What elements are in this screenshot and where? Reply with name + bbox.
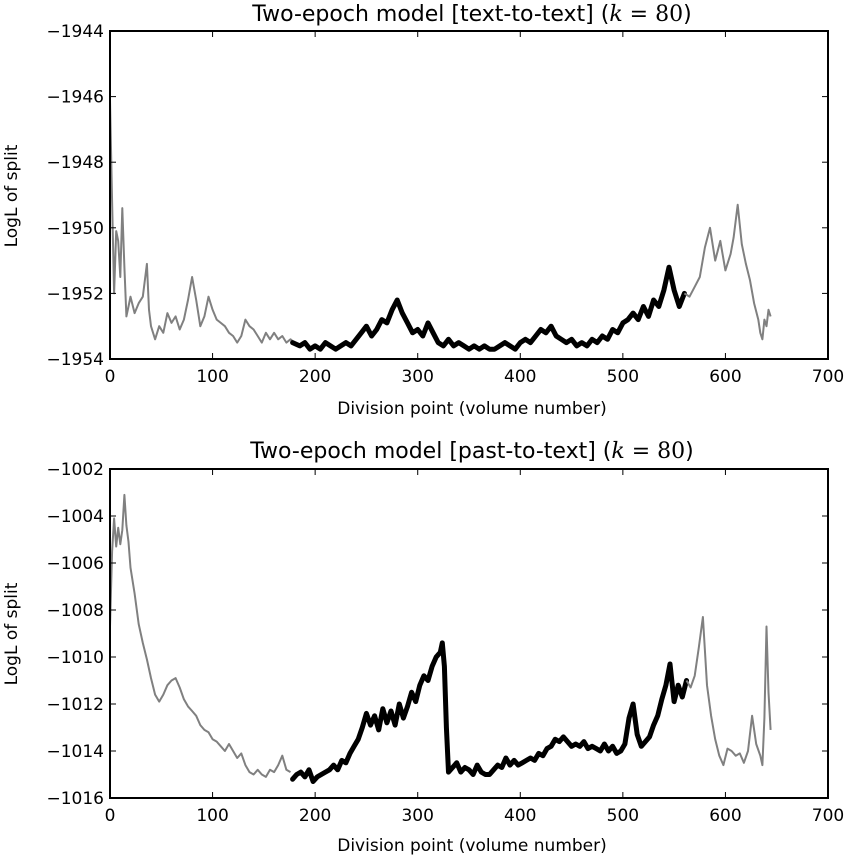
plot-area: 0 100 200 300 400 500 600 700 −1954 −1952 −1950 −19… — [46, 22, 844, 387]
plot-area: 0 100 200 300 400 500 600 700 −1016 −1014 −1012 −10… — [46, 460, 844, 826]
y-tick-label: −1946 — [46, 88, 104, 108]
y-tick-label: −1008 — [46, 601, 104, 621]
series-line-2 — [683, 203, 772, 341]
x-tick-label: 100 — [196, 367, 228, 387]
chart-title: Two-epoch model [past-to-text] (k = 80) — [249, 439, 694, 464]
title-math-value: 80 — [655, 2, 683, 27]
y-tick-label: −1002 — [46, 460, 104, 480]
x-tick-label: 0 — [105, 367, 116, 387]
y-tick-label: −1012 — [46, 695, 104, 715]
title-text: Two-epoch model [text-to-text] ( — [251, 2, 609, 27]
y-tick-label: −1004 — [46, 507, 104, 527]
y-tick-label: −1006 — [46, 554, 104, 574]
y-tick-label: −1016 — [46, 789, 104, 809]
plot-frame — [109, 468, 829, 799]
series-line-0 — [109, 493, 291, 778]
title-math-value: 80 — [657, 439, 685, 464]
y-tick-label: −1952 — [46, 284, 104, 304]
x-tick-label: 300 — [401, 806, 433, 826]
y-axis-label: LogL of split — [2, 144, 22, 247]
x-axis-label: Division point (volume number) — [337, 836, 607, 856]
series-line-0 — [109, 99, 300, 347]
x-tick-label: 400 — [504, 367, 536, 387]
title-math-operator: = — [625, 439, 657, 464]
x-tick-label: 500 — [607, 367, 639, 387]
x-axis-label: Division point (volume number) — [337, 399, 607, 419]
x-tick-label: 400 — [504, 806, 536, 826]
chart-panel-past-to-text: Two-epoch model [past-to-text] (k = 80) … — [2, 439, 844, 856]
y-axis-label: LogL of split — [2, 582, 22, 685]
x-tick-label: 0 — [105, 806, 116, 826]
title-math-variable: k — [609, 2, 622, 27]
x-tick-label: 100 — [196, 806, 228, 826]
series-line-2 — [685, 616, 772, 767]
x-tick-label: 700 — [812, 367, 844, 387]
y-tick-label: −1010 — [46, 648, 104, 668]
y-tick-label: −1944 — [46, 22, 104, 42]
y-tick-label: −1954 — [46, 350, 104, 370]
x-tick-label: 600 — [709, 367, 741, 387]
x-tick-label: 600 — [709, 806, 741, 826]
x-tick-label: 200 — [299, 367, 331, 387]
title-text: Two-epoch model [past-to-text] ( — [249, 439, 611, 464]
title-close: ) — [685, 439, 694, 464]
y-tick-label: −1948 — [46, 153, 104, 173]
title-math-operator: = — [623, 2, 655, 27]
series-line-highlighted-1 — [290, 640, 689, 784]
title-math-variable: k — [611, 439, 624, 464]
y-tick-label: −1950 — [46, 219, 104, 239]
title-close: ) — [683, 2, 692, 27]
chart-title: Two-epoch model [text-to-text] (k = 80) — [251, 2, 691, 27]
x-tick-label: 300 — [401, 367, 433, 387]
x-tick-label: 700 — [812, 806, 844, 826]
series-line-highlighted-1 — [290, 264, 687, 352]
chart-panel-text-to-text: Two-epoch model [text-to-text] (k = 80) … — [2, 2, 844, 419]
y-tick-label: −1014 — [46, 742, 104, 762]
plot-frame — [109, 30, 829, 360]
x-tick-label: 500 — [607, 806, 639, 826]
x-tick-label: 200 — [299, 806, 331, 826]
